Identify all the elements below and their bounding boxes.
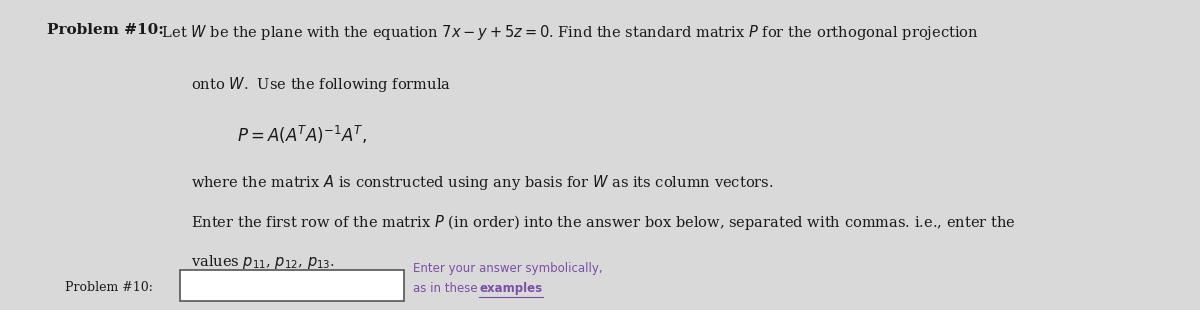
Text: Let $W$ be the plane with the equation $7x - y + 5z = 0$. Find the standard matr: Let $W$ be the plane with the equation $… bbox=[156, 23, 978, 42]
Text: $P = A(A^{T}A)^{-1}A^{T},$: $P = A(A^{T}A)^{-1}A^{T},$ bbox=[236, 124, 367, 146]
Text: values $p_{11}$, $p_{12}$, $p_{13}$.: values $p_{11}$, $p_{12}$, $p_{13}$. bbox=[191, 253, 335, 271]
Text: Problem #10:: Problem #10: bbox=[65, 281, 152, 294]
Text: examples: examples bbox=[480, 282, 542, 295]
Text: Enter the first row of the matrix $P$ (in order) into the answer box below, sepa: Enter the first row of the matrix $P$ (i… bbox=[191, 213, 1015, 232]
Text: as in these: as in these bbox=[413, 282, 481, 295]
Text: where the matrix $A$ is constructed using any basis for $W$ as its column vector: where the matrix $A$ is constructed usin… bbox=[191, 173, 774, 193]
FancyBboxPatch shape bbox=[180, 270, 403, 301]
Text: Problem #10:: Problem #10: bbox=[47, 23, 164, 37]
Text: onto $W$.  Use the following formula: onto $W$. Use the following formula bbox=[191, 75, 451, 94]
Text: Enter your answer symbolically,: Enter your answer symbolically, bbox=[413, 262, 602, 275]
